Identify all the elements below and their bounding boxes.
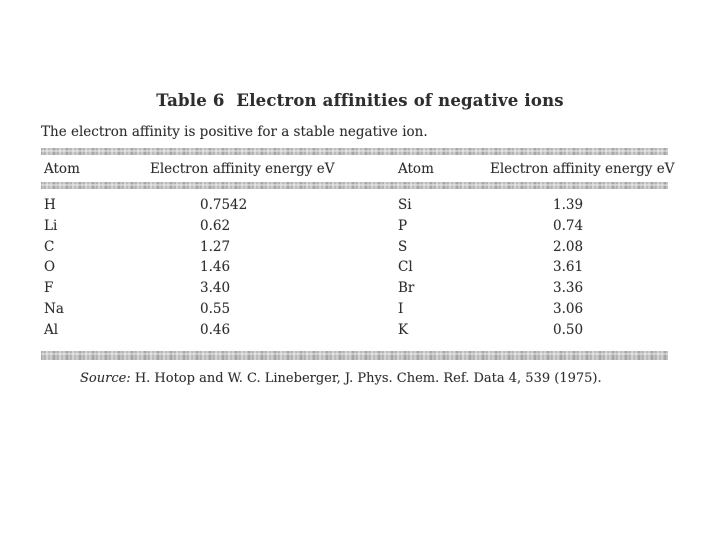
column-header-ea-left: Electron affinity energy eV xyxy=(150,160,335,177)
source-citation: Source: H. Hotop and W. C. Lineberger, J… xyxy=(80,371,602,386)
source-text: H. Hotop and W. C. Lineberger, J. Phys. … xyxy=(130,371,602,386)
atom-symbol: Na xyxy=(44,300,64,317)
electron-affinity-value: 3.40 xyxy=(200,280,231,297)
atom-symbol: P xyxy=(398,217,408,234)
electron-affinity-value: 3.06 xyxy=(553,300,584,317)
atom-symbol: Li xyxy=(44,217,58,234)
electron-affinity-value: 0.50 xyxy=(553,321,584,338)
electron-affinity-value: 1.39 xyxy=(553,197,584,213)
column-header-atom-left: Atom xyxy=(44,160,80,177)
atom-symbol: K xyxy=(398,321,409,338)
table-subtitle: The electron affinity is positive for a … xyxy=(41,124,428,140)
atom-symbol: Br xyxy=(398,280,415,297)
electron-affinity-table: Atom Electron affinity energy eV Atom El… xyxy=(41,148,675,360)
table-row: Na 0.55 I 3.06 xyxy=(41,299,668,320)
table-row: Al 0.46 K 0.50 xyxy=(41,320,668,341)
table-header-rule xyxy=(41,182,668,189)
column-header-atom-right: Atom xyxy=(398,160,434,177)
electron-affinity-value: 3.61 xyxy=(553,259,584,276)
atom-symbol: O xyxy=(44,259,56,276)
column-header-ea-right: Electron affinity energy eV xyxy=(490,160,675,177)
electron-affinity-value: 3.36 xyxy=(553,280,584,297)
atom-symbol: S xyxy=(398,238,408,255)
table-bottom-rule xyxy=(41,350,668,360)
table-header-row: Atom Electron affinity energy eV Atom El… xyxy=(41,155,675,182)
electron-affinity-value: 1.46 xyxy=(200,259,231,276)
electron-affinity-value: 0.62 xyxy=(200,217,231,234)
atom-symbol: I xyxy=(398,300,404,317)
electron-affinity-value: 0.55 xyxy=(200,300,231,317)
atom-symbol: Al xyxy=(44,321,59,338)
table-row: O 1.46 Cl 3.61 xyxy=(41,257,668,278)
electron-affinity-value: 1.27 xyxy=(200,238,231,255)
electron-affinity-value: 0.46 xyxy=(200,321,231,338)
table-row: Li 0.62 P 0.74 xyxy=(41,216,668,237)
table-top-rule xyxy=(41,148,668,155)
table-title: Table 6 Electron affinities of negative … xyxy=(156,91,564,110)
atom-symbol: H xyxy=(44,197,56,213)
source-label: Source: xyxy=(80,371,131,386)
electron-affinity-value: 0.74 xyxy=(553,217,584,234)
table-body: H 0.7542 Si 1.39 Li 0.62 P 0.74 C 1.27 S… xyxy=(41,189,668,351)
electron-affinity-value: 0.7542 xyxy=(200,197,248,213)
electron-affinity-value: 2.08 xyxy=(553,238,584,255)
table-row: C 1.27 S 2.08 xyxy=(41,237,668,258)
atom-symbol: Cl xyxy=(398,259,413,276)
atom-symbol: C xyxy=(44,238,55,255)
table-row: F 3.40 Br 3.36 xyxy=(41,278,668,299)
atom-symbol: Si xyxy=(398,197,412,213)
table-row: H 0.7542 Si 1.39 xyxy=(41,195,668,216)
atom-symbol: F xyxy=(44,280,54,297)
